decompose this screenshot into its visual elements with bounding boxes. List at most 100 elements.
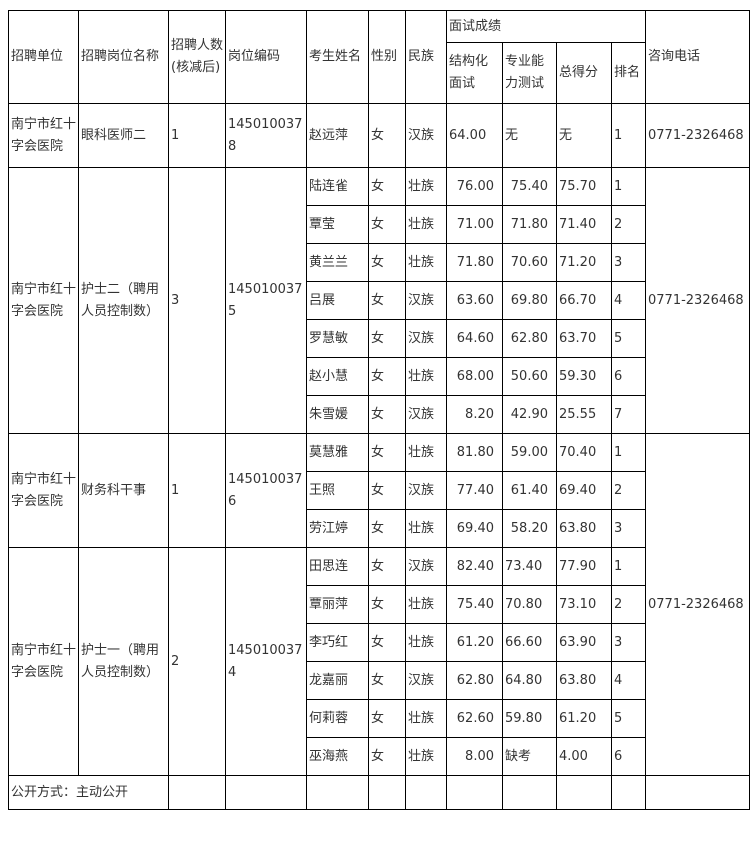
post-cell: 护士一（聘用人员控制数）	[78, 547, 169, 776]
table-row: 何莉蓉女壮族 62.60 59.80 61.20 5	[9, 699, 750, 738]
rank: 1	[610, 103, 647, 168]
structured-score: 64.60	[446, 319, 503, 358]
total-score: 63.80	[556, 509, 612, 548]
total-score: 25.55	[556, 395, 612, 434]
empty-cell	[225, 775, 307, 810]
gender: 女	[368, 395, 406, 434]
gender: 女	[368, 243, 406, 282]
candidate-name: 吕展	[306, 281, 369, 320]
structured-score: 64.00	[446, 103, 503, 168]
total-score: 63.80	[556, 661, 612, 700]
rank: 1	[610, 433, 647, 472]
ethnic: 壮族	[405, 205, 447, 244]
rank: 7	[610, 395, 647, 434]
header-rank: 排名	[610, 42, 647, 104]
professional-score: 59.00	[502, 433, 557, 472]
total-score: 73.10	[556, 585, 612, 624]
structured-score: 69.40	[446, 509, 503, 548]
candidate-name: 莫慧雅	[306, 433, 369, 472]
total-score: 70.40	[556, 433, 612, 472]
candidate-name: 劳江婷	[306, 509, 369, 548]
candidate-name: 赵远萍	[306, 103, 369, 168]
structured-score: 68.00	[446, 357, 503, 396]
total-score: 59.30	[556, 357, 612, 396]
rank: 1	[610, 547, 647, 586]
structured-score: 62.60	[446, 699, 503, 738]
empty-cell	[168, 775, 226, 810]
header-gender: 性别	[368, 10, 406, 104]
rank: 3	[610, 623, 647, 662]
rank: 4	[610, 281, 647, 320]
candidate-name: 赵小慧	[306, 357, 369, 396]
ethnic: 壮族	[405, 737, 447, 776]
table-row: 覃莹女壮族 71.00 71.80 71.40 2	[9, 205, 750, 244]
total-score: 63.70	[556, 319, 612, 358]
ethnic: 壮族	[405, 357, 447, 396]
professional-score: 62.80	[502, 319, 557, 358]
professional-score: 73.40	[502, 547, 557, 586]
professional-score: 70.80	[502, 585, 557, 624]
header-total: 总得分	[556, 42, 612, 104]
professional-score: 42.90	[502, 395, 557, 434]
structured-score: 62.80	[446, 661, 503, 700]
total-score: 4.00	[556, 737, 612, 776]
ethnic: 壮族	[405, 509, 447, 548]
ethnic: 壮族	[405, 433, 447, 472]
table-row: 赵小慧女壮族 68.00 50.60 59.30 6	[9, 357, 750, 396]
professional-score: 58.20	[502, 509, 557, 548]
header-unit: 招聘单位	[8, 10, 79, 104]
candidate-name: 王照	[306, 471, 369, 510]
candidate-name: 朱雪媛	[306, 395, 369, 434]
empty-cell	[502, 775, 557, 810]
table-row: 吕展女汉族 63.60 69.80 66.70 4	[9, 281, 750, 320]
rank: 5	[610, 319, 647, 358]
table-row: 南宁市红十字会医院 财务科干事 1 1450100376 莫慧雅女壮族 81.80 59.0…	[8, 433, 751, 776]
table-row: 龙嘉丽女汉族 62.80 64.80 63.80 4	[9, 661, 750, 700]
rank: 3	[610, 243, 647, 282]
candidate-name: 巫海燕	[306, 737, 369, 776]
rank: 6	[610, 357, 647, 396]
professional-score: 64.80	[502, 661, 557, 700]
ethnic: 汉族	[405, 471, 447, 510]
table-row: 南宁市红十字会医院 护士二（聘用人员控制数） 3 1450100375 陆连雀女壮族 76…	[8, 167, 751, 434]
phone-cell: 0771-2326468	[645, 103, 751, 168]
candidate-name: 何莉蓉	[306, 699, 369, 738]
empty-cell	[405, 775, 447, 810]
candidate-name: 罗慧敏	[306, 319, 369, 358]
results-table: 招聘单位 招聘岗位名称 招聘人数(核减后) 岗位编码 考生姓名 性别 民族 面试…	[8, 10, 751, 810]
count-cell: 1	[168, 103, 226, 168]
gender: 女	[368, 471, 406, 510]
total-score: 77.90	[556, 547, 612, 586]
candidate-name: 田思连	[306, 547, 369, 586]
structured-score: 63.60	[446, 281, 503, 320]
header-count: 招聘人数(核减后)	[168, 10, 226, 104]
footer-disclosure: 公开方式：主动公开	[8, 775, 169, 810]
professional-score: 66.60	[502, 623, 557, 662]
empty-cell	[368, 775, 406, 810]
total-score: 69.40	[556, 471, 612, 510]
gender: 女	[368, 433, 406, 472]
ethnic: 壮族	[405, 585, 447, 624]
total-score: 71.40	[556, 205, 612, 244]
gender: 女	[368, 319, 406, 358]
empty-cell	[556, 775, 612, 810]
professional-score: 70.60	[502, 243, 557, 282]
rank: 5	[610, 699, 647, 738]
rank: 2	[610, 585, 647, 624]
candidate-name: 龙嘉丽	[306, 661, 369, 700]
post-cell: 护士二（聘用人员控制数）	[78, 167, 169, 434]
empty-cell	[645, 775, 751, 810]
post-cell: 眼科医师二	[78, 103, 169, 168]
rank: 1	[610, 167, 647, 206]
gender: 女	[368, 357, 406, 396]
unit-cell: 南宁市红十字会医院	[8, 103, 79, 168]
ethnic: 壮族	[405, 243, 447, 282]
professional-score: 50.60	[502, 357, 557, 396]
structured-score: 71.00	[446, 205, 503, 244]
candidate-name: 黄兰兰	[306, 243, 369, 282]
ethnic: 汉族	[405, 281, 447, 320]
table-row: 覃丽萍女壮族 75.40 70.80 73.10 2	[9, 585, 750, 624]
gender: 女	[368, 623, 406, 662]
table-row: 南宁市红十字会医院 眼科医师二 1 1450100378 赵远萍女汉族 64.00 无无 1 0…	[8, 103, 751, 168]
total-score: 63.90	[556, 623, 612, 662]
